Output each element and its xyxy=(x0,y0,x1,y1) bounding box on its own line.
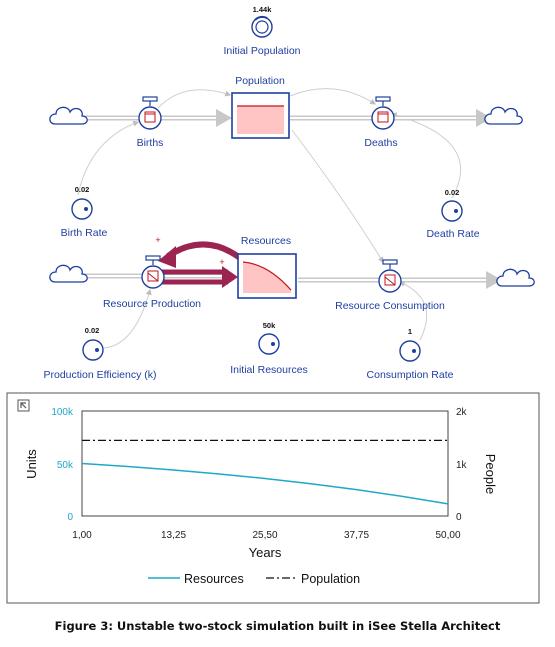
loop-polarity-top: + xyxy=(155,235,160,245)
consumption-rate-value: 1 xyxy=(408,327,412,336)
ytick-right-1: 1k xyxy=(456,460,468,471)
deaths-label: Deaths xyxy=(364,137,397,149)
birth-rate-value: 0.02 xyxy=(75,185,90,194)
y-axis-right-label: People xyxy=(483,454,498,494)
figure-caption: Figure 3: Unstable two-stock simulation … xyxy=(54,619,501,633)
link-population-deaths xyxy=(289,88,377,105)
legend-label-population: Population xyxy=(301,572,360,586)
loop-polarity-right: + xyxy=(219,257,224,267)
birth-rate-converter[interactable] xyxy=(71,198,93,220)
xtick-0: 1,00 xyxy=(72,530,92,541)
production-efficiency-value: 0.02 xyxy=(85,326,100,335)
consumption-rate-converter[interactable] xyxy=(399,340,421,362)
legend-label-resources: Resources xyxy=(184,572,244,586)
resource-production-valve-icon[interactable] xyxy=(141,255,165,289)
death-rate-value: 0.02 xyxy=(445,188,460,197)
xtick-1: 13,25 xyxy=(161,530,186,541)
ytick-right-0: 0 xyxy=(456,512,462,523)
link-efficiency-production xyxy=(103,288,152,349)
initial-resources-converter[interactable] xyxy=(258,333,280,355)
consumption-rate-label: Consumption Rate xyxy=(367,369,454,381)
birth-rate-label: Birth Rate xyxy=(61,227,108,239)
death-rate-converter[interactable] xyxy=(441,200,463,222)
resources-source-cloud-icon xyxy=(49,264,88,283)
link-birthrate-births xyxy=(77,120,140,196)
graph-panel: 0 50k 100k 0 1k 2k 1,00 13,25 25,50 37,7… xyxy=(6,392,540,604)
production-efficiency-label: Production Efficiency (k) xyxy=(43,369,156,381)
series-line-resources xyxy=(81,462,449,505)
initial-resources-value: 50k xyxy=(263,321,276,330)
link-births-population xyxy=(157,89,232,109)
ytick-left-1: 50k xyxy=(57,460,74,471)
resource-consumption-valve-icon[interactable] xyxy=(378,259,402,293)
population-stock[interactable] xyxy=(231,92,290,139)
ytick-right-2: 2k xyxy=(456,407,468,418)
xtick-3: 37,75 xyxy=(344,530,369,541)
link-consumptionrate-consumption xyxy=(398,281,428,341)
resource-production-label: Resource Production xyxy=(103,298,201,310)
graph-expand-icon[interactable] xyxy=(17,399,30,412)
xtick-4: 50,00 xyxy=(435,530,460,541)
death-rate-label: Death Rate xyxy=(426,228,479,240)
initial-population-value: 1.44k xyxy=(253,5,273,14)
initial-resources-label: Initial Resources xyxy=(230,364,308,376)
resources-stock[interactable] xyxy=(237,253,297,299)
ytick-left-2: 100k xyxy=(51,407,74,418)
population-sink-cloud-icon xyxy=(484,106,523,125)
initial-population-label: Initial Population xyxy=(223,45,300,57)
population-label: Population xyxy=(235,75,285,87)
ytick-left-0: 0 xyxy=(67,512,73,523)
x-axis-label: Years xyxy=(249,545,282,560)
initial-population-converter[interactable] xyxy=(251,15,273,38)
link-deathrate-deaths xyxy=(390,112,462,199)
xtick-2: 25,50 xyxy=(252,530,277,541)
resource-consumption-label: Resource Consumption xyxy=(335,300,445,312)
population-source-cloud-icon xyxy=(49,106,88,125)
deaths-valve-icon[interactable] xyxy=(371,96,395,130)
resources-sink-cloud-icon xyxy=(496,268,535,287)
production-efficiency-converter[interactable] xyxy=(82,339,104,361)
y-axis-left-label: Units xyxy=(24,449,39,479)
births-valve-icon[interactable] xyxy=(138,96,162,130)
resources-label: Resources xyxy=(241,235,291,247)
link-population-consumption xyxy=(291,129,384,264)
births-label: Births xyxy=(137,137,164,149)
